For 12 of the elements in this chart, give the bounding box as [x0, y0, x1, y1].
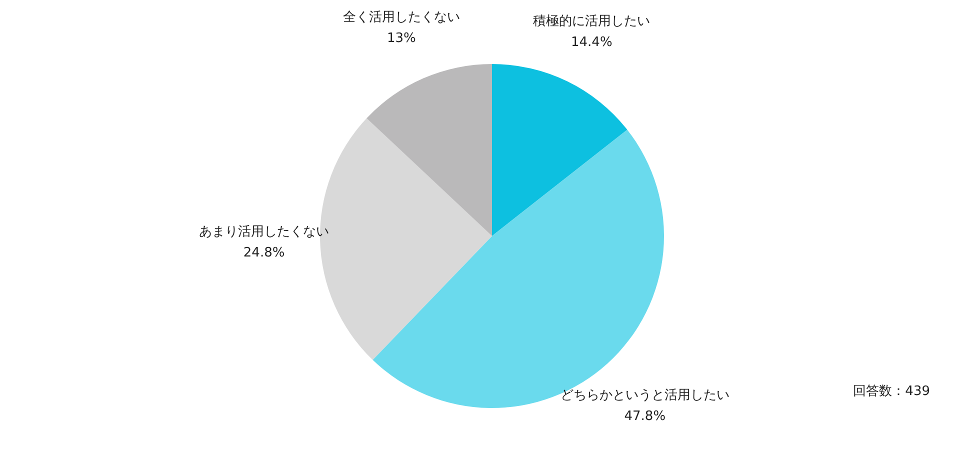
- slice-label: 積極的に活用したい: [533, 14, 650, 29]
- data-label: 24.8%: [243, 246, 285, 261]
- slice-label: どちらかというと活用したい: [560, 388, 730, 404]
- slice-label: あまり活用したくない: [199, 224, 330, 240]
- data-label: 13%: [386, 30, 416, 46]
- data-label: 47.8%: [624, 409, 666, 424]
- data-label: 14.4%: [571, 34, 612, 50]
- slice-label: 全く活用したくない: [342, 10, 460, 25]
- pie-slice: [372, 130, 664, 408]
- pie-slice: [492, 64, 628, 236]
- pie-slice: [366, 64, 492, 236]
- text: 回答数：439: [853, 384, 930, 399]
